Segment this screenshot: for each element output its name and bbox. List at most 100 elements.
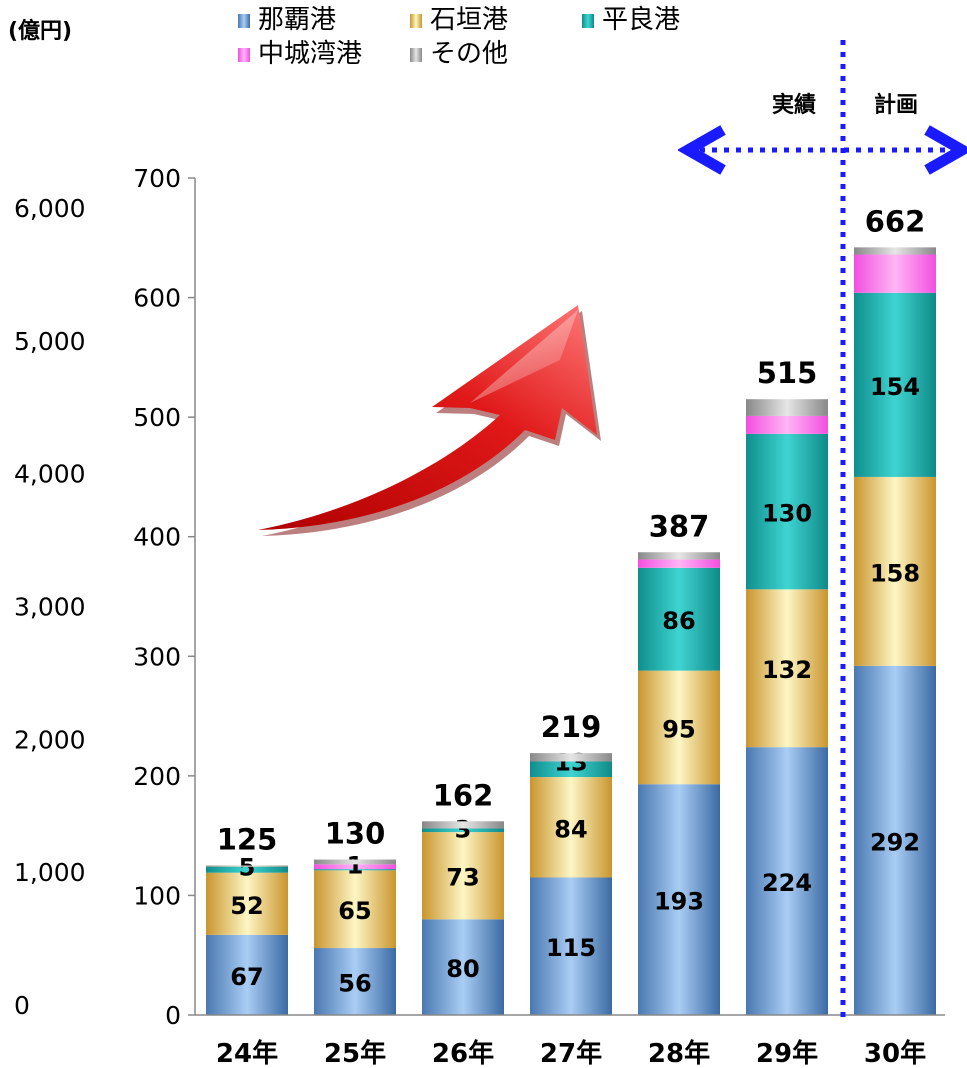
unit-label: (億円) — [8, 18, 72, 44]
y-tick-label: 0 — [165, 1001, 181, 1030]
y2-tick-label: 1,000 — [14, 858, 86, 887]
bar-total-label: 515 — [757, 356, 818, 390]
legend-swatch — [238, 48, 250, 62]
y2-tick-label: 6,000 — [14, 194, 86, 223]
legend-swatch — [238, 14, 250, 28]
x-tick-label: 26年 — [432, 1038, 494, 1068]
plan-label: 計画 — [874, 92, 918, 118]
bar-value-label: 115 — [546, 934, 596, 962]
legend-swatch — [410, 48, 422, 62]
bar-segment — [746, 433, 828, 590]
y-tick-label: 300 — [133, 642, 181, 671]
bar-segment — [746, 589, 828, 748]
bar-value-label: 52 — [230, 892, 263, 920]
bar-segment — [746, 415, 828, 434]
bar-total-label: 387 — [649, 509, 710, 543]
primary-y-axis: 0 100 200 300 400 500 600 700 — [133, 164, 196, 1030]
y-tick-label: 700 — [133, 164, 181, 193]
x-tick-label: 30年 — [864, 1038, 926, 1068]
y2-tick-label: 2,000 — [14, 725, 86, 754]
secondary-y-axis: 0 1,000 2,000 3,000 4,000 5,000 6,000 — [14, 194, 86, 1020]
bar-segment — [854, 665, 936, 1015]
bar-value-label: 56 — [338, 970, 371, 998]
bar-segment — [638, 559, 720, 568]
bars: 6752512556651130807331621158413219193958… — [206, 204, 936, 1015]
bar-segment — [638, 784, 720, 1015]
bar-value-label: 132 — [762, 656, 812, 684]
bar-value-label: 224 — [762, 869, 812, 897]
bar-value-label: 292 — [870, 828, 920, 856]
bar-total-label: 219 — [541, 710, 602, 744]
bar-segment — [314, 948, 396, 1015]
bar-segment — [638, 567, 720, 671]
y-tick-label: 100 — [133, 881, 181, 910]
bar-total-label: 162 — [433, 778, 494, 812]
bar-value-label: 1 — [347, 851, 364, 879]
bar-stack: 292 158 154 662 — [854, 204, 936, 1015]
bar-segment — [530, 761, 612, 778]
x-tick-label: 29年 — [756, 1038, 818, 1068]
bar-segment — [422, 828, 504, 833]
bar-value-label: 80 — [446, 955, 479, 983]
actual-label: 実績 — [772, 92, 816, 118]
bar-value-label: 73 — [446, 864, 479, 892]
legend-label: その他 — [430, 39, 508, 69]
y-tick-label: 200 — [133, 762, 181, 791]
y2-tick-label: 3,000 — [14, 593, 86, 622]
bar-segment — [206, 872, 288, 935]
y2-tick-label: 5,000 — [14, 327, 86, 356]
bar-segment — [530, 753, 612, 762]
bar-stack: 115 84 13 219 — [530, 710, 612, 1015]
bar-value-label: 84 — [554, 815, 587, 843]
bar-value-label: 154 — [870, 373, 920, 401]
bar-segment — [854, 476, 936, 666]
bar-segment — [638, 552, 720, 560]
x-tick-label: 28年 — [648, 1038, 710, 1068]
bar-value-label: 3 — [455, 815, 472, 843]
legend-swatch — [582, 14, 594, 28]
bar-value-label: 13 — [554, 749, 587, 777]
growth-arrow-icon — [258, 305, 601, 536]
bar-value-label: 130 — [762, 500, 812, 528]
bar-value-label: 86 — [662, 607, 695, 635]
legend-label: 中城湾港 — [258, 39, 362, 69]
bar-value-label: 5 — [239, 854, 256, 882]
bar-segment — [854, 292, 936, 477]
bar-value-label: 67 — [230, 963, 263, 991]
x-axis: 24年 25年 26年 27年 28年 29年 30年 — [195, 1014, 945, 1068]
bar-value-label: 158 — [870, 559, 920, 587]
y-tick-label: 400 — [133, 523, 181, 552]
bar-segment — [746, 399, 828, 416]
bar-segment — [206, 934, 288, 1015]
bar-segment — [530, 877, 612, 1015]
bar-segment — [422, 832, 504, 920]
bar-stack: 224 132 130 515 — [746, 356, 828, 1015]
bar-segment — [422, 919, 504, 1015]
bar-total-label: 125 — [217, 823, 278, 857]
bar-segment — [314, 870, 396, 949]
y2-tick-label: 0 — [14, 991, 30, 1020]
x-tick-label: 24年 — [216, 1038, 278, 1068]
bar-total-label: 662 — [865, 204, 926, 238]
bar-segment — [854, 254, 936, 293]
legend-label: 石垣港 — [430, 5, 508, 35]
y-tick-label: 500 — [133, 403, 181, 432]
x-tick-label: 25年 — [324, 1038, 386, 1068]
bar-segment — [854, 247, 936, 255]
legend-swatch — [410, 14, 422, 28]
bar-segment — [530, 777, 612, 878]
y2-tick-label: 4,000 — [14, 460, 86, 489]
bar-segment — [746, 747, 828, 1015]
bar-value-label: 65 — [338, 897, 371, 925]
period-divider: 実績 計画 — [688, 40, 962, 1020]
y-tick-label: 600 — [133, 284, 181, 313]
bar-total-label: 130 — [325, 817, 386, 851]
bar-segment — [206, 866, 288, 873]
legend-label: 平良港 — [602, 5, 680, 35]
bar-segment — [206, 865, 288, 867]
bar-stack: 80 73 3 162 — [422, 778, 504, 1015]
